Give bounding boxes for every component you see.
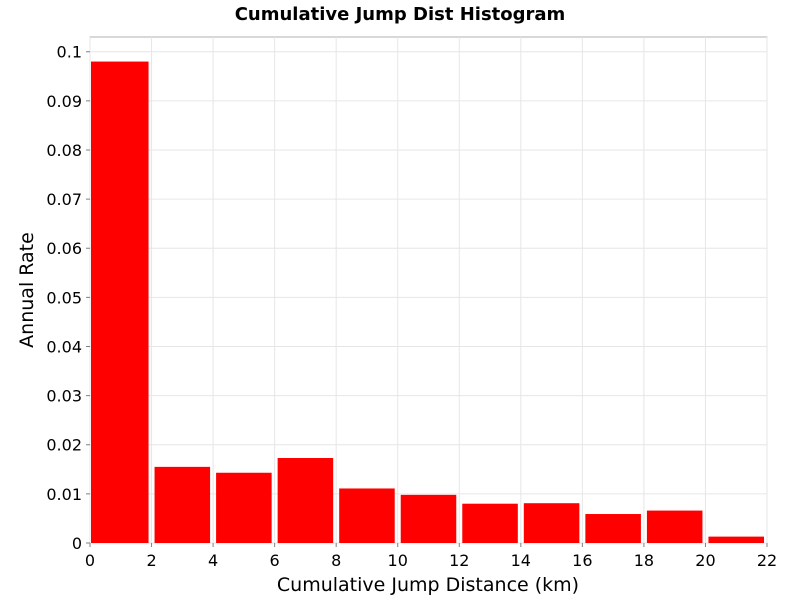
x-ticks: 0 2 4 6 8 10 12 14 16 18 20 22 bbox=[85, 543, 777, 570]
histogram-bar bbox=[91, 61, 149, 543]
x-tick-label: 0 bbox=[85, 551, 95, 570]
histogram-bar bbox=[216, 472, 272, 543]
x-tick-label: 6 bbox=[270, 551, 280, 570]
x-tick-label: 8 bbox=[331, 551, 341, 570]
x-tick-label: 2 bbox=[146, 551, 156, 570]
histogram-bar bbox=[708, 536, 764, 543]
histogram-bar bbox=[400, 494, 457, 543]
x-tick-label: 12 bbox=[449, 551, 469, 570]
y-tick-label: 0 bbox=[72, 534, 82, 553]
x-tick-label: 16 bbox=[572, 551, 592, 570]
x-tick-label: 20 bbox=[695, 551, 715, 570]
y-tick-label: 0.02 bbox=[46, 436, 82, 455]
y-ticks: 0 0.01 0.02 0.03 0.04 0.05 0.06 0.07 0.08 0.09 0.1 bbox=[46, 43, 90, 553]
y-tick-label: 0.1 bbox=[57, 43, 82, 62]
bars bbox=[91, 61, 764, 543]
y-tick-label: 0.04 bbox=[46, 337, 82, 356]
y-tick-label: 0.09 bbox=[46, 92, 82, 111]
y-tick-label: 0.06 bbox=[46, 239, 82, 258]
histogram-bar bbox=[154, 466, 211, 543]
y-axis-label: Annual Rate bbox=[16, 232, 38, 348]
y-tick-label: 0.03 bbox=[46, 387, 82, 406]
histogram-bar bbox=[462, 503, 518, 543]
x-tick-label: 4 bbox=[208, 551, 218, 570]
histogram-bar bbox=[339, 488, 395, 543]
histogram-bar bbox=[646, 510, 703, 543]
x-tick-label: 18 bbox=[634, 551, 654, 570]
y-tick-label: 0.07 bbox=[46, 190, 82, 209]
histogram-bar bbox=[523, 503, 580, 543]
chart-title: Cumulative Jump Dist Histogram bbox=[235, 4, 566, 25]
x-tick-label: 22 bbox=[757, 551, 777, 570]
y-tick-label: 0.05 bbox=[46, 288, 82, 307]
x-axis-label: Cumulative Jump Distance (km) bbox=[277, 574, 579, 596]
x-tick-label: 14 bbox=[511, 551, 531, 570]
y-tick-label: 0.01 bbox=[46, 485, 82, 504]
histogram-bar bbox=[277, 458, 334, 543]
y-tick-label: 0.08 bbox=[46, 141, 82, 160]
x-tick-label: 10 bbox=[388, 551, 408, 570]
plot-area bbox=[89, 36, 768, 544]
histogram-bar bbox=[585, 514, 641, 543]
